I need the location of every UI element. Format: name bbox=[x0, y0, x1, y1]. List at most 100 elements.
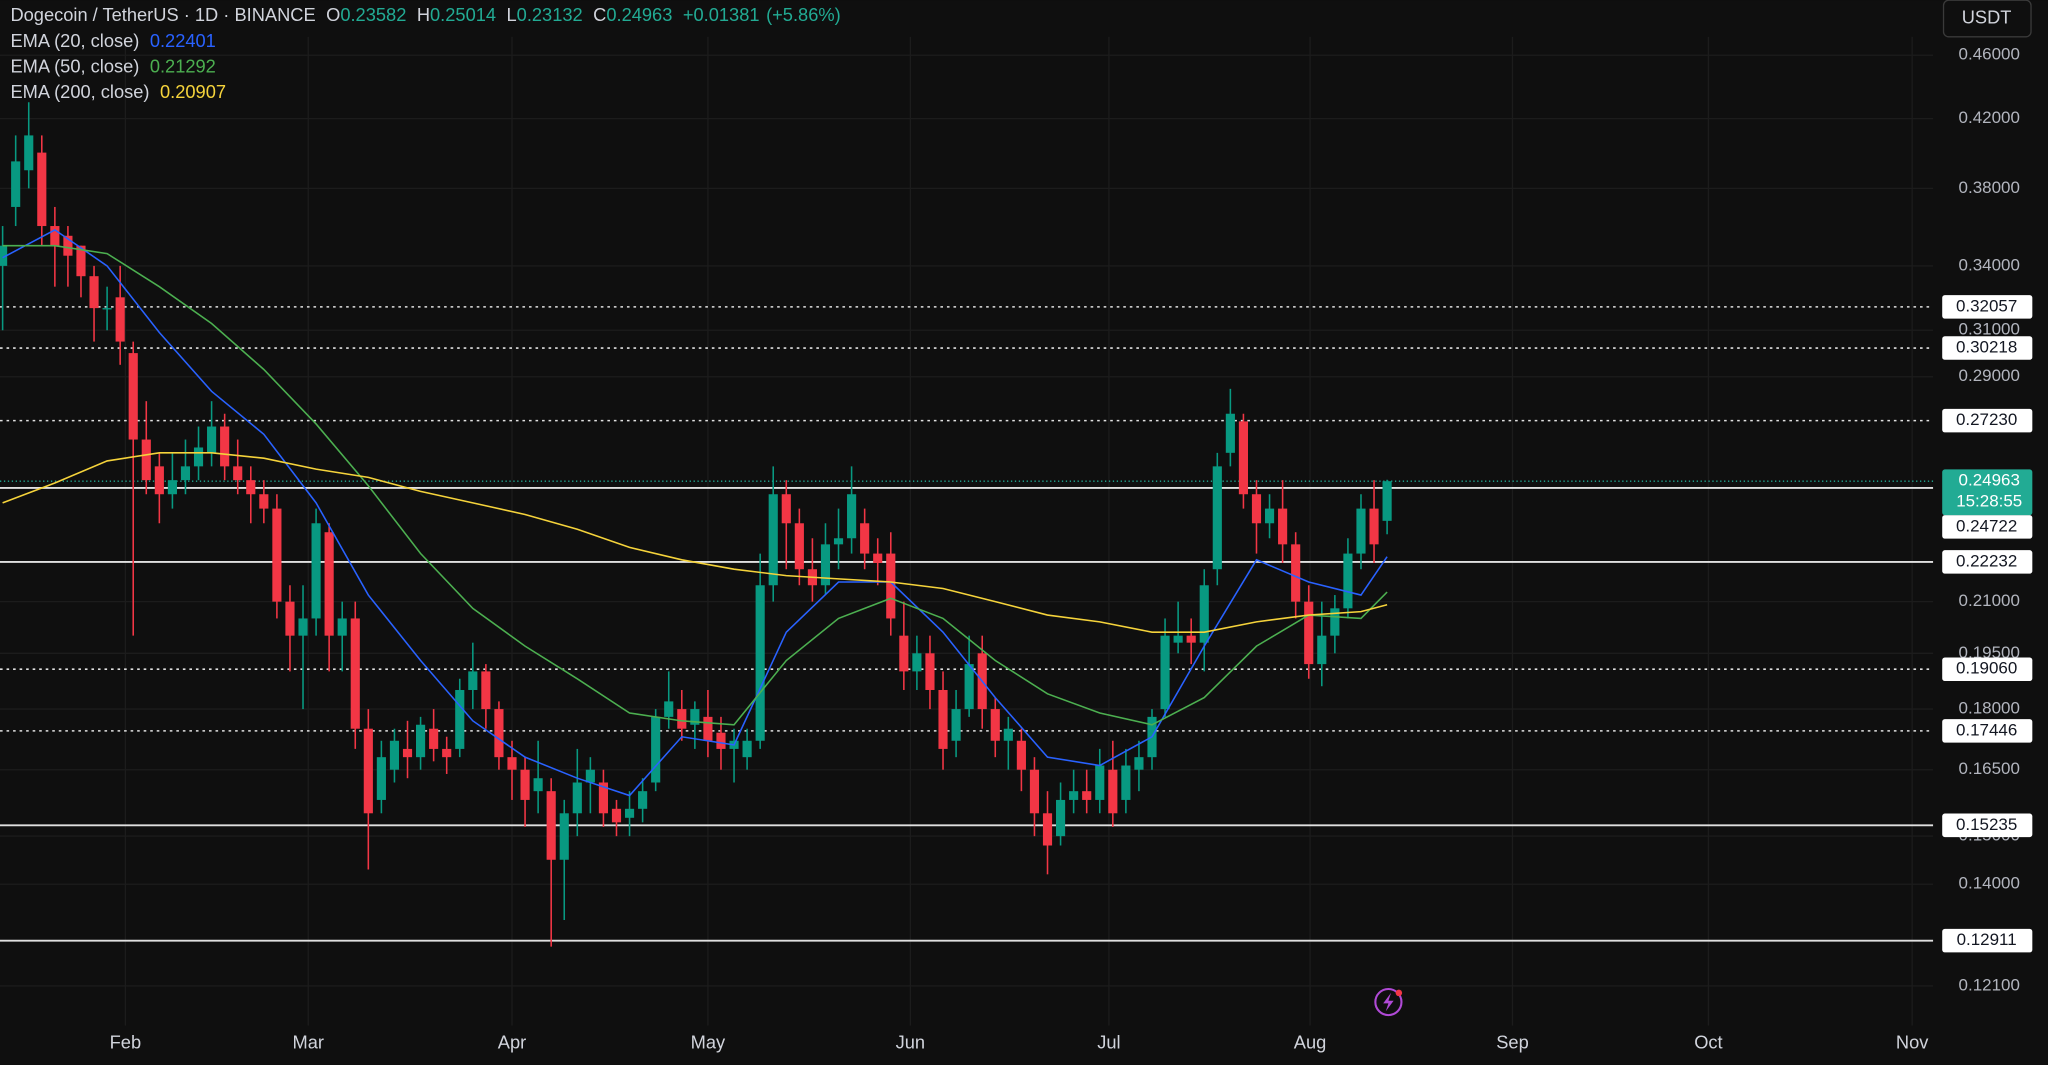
candle-body bbox=[886, 553, 896, 619]
candle-body bbox=[350, 618, 360, 729]
legend-value: 0.21292 bbox=[150, 55, 216, 76]
level-label-box bbox=[1942, 515, 2033, 539]
candle-body bbox=[847, 494, 857, 539]
candle-body bbox=[337, 618, 347, 636]
candle-body bbox=[24, 135, 34, 171]
level-label-box bbox=[1942, 813, 2033, 838]
candle-body bbox=[1186, 635, 1196, 643]
y-tick-label: 0.18000 bbox=[1959, 699, 2020, 718]
candle-body bbox=[1160, 635, 1170, 710]
x-tick-label: Apr bbox=[498, 1032, 526, 1053]
candle-body bbox=[141, 439, 151, 481]
alert-icon[interactable] bbox=[1374, 987, 1403, 1017]
y-tick-label: 0.31000 bbox=[1959, 320, 2020, 339]
candle-body bbox=[1251, 494, 1262, 524]
ohlc-value: 0.25014 bbox=[430, 4, 496, 25]
candle-body bbox=[638, 791, 648, 809]
currency-button[interactable]: USDT bbox=[1942, 0, 2032, 38]
alert-bolt[interactable] bbox=[1383, 992, 1394, 1012]
level-label: 0.17446 bbox=[1956, 720, 2017, 739]
ohlc-letter: L bbox=[506, 4, 516, 25]
ohlc-letter: H bbox=[417, 4, 430, 25]
legend-name: EMA (20, close) bbox=[10, 30, 139, 51]
candle-body bbox=[912, 653, 922, 672]
candle-body bbox=[429, 728, 439, 749]
y-tick-label: 0.16500 bbox=[1959, 759, 2020, 778]
x-tick-label: Aug bbox=[1294, 1032, 1327, 1053]
ema-line bbox=[2, 452, 1388, 633]
x-tick-label: Jun bbox=[896, 1032, 925, 1053]
candle-body bbox=[298, 618, 308, 636]
candle-body bbox=[1304, 601, 1314, 665]
candle-body bbox=[1082, 791, 1092, 800]
candle-body bbox=[37, 152, 47, 227]
candle-body bbox=[1356, 508, 1366, 554]
candle-body bbox=[1016, 740, 1026, 770]
y-tick-label: 0.14000 bbox=[1959, 874, 2020, 893]
level-label-box bbox=[1942, 408, 2033, 433]
currency-label[interactable]: USDT bbox=[1962, 6, 2012, 27]
candle-body bbox=[442, 748, 452, 758]
candle-body bbox=[873, 553, 883, 563]
candle-body bbox=[468, 671, 478, 690]
candle-body bbox=[677, 709, 687, 729]
ohlc-letter: O bbox=[326, 4, 340, 25]
legend-entry: EMA (20, close) 0.22401 bbox=[10, 30, 215, 51]
candle-body bbox=[559, 813, 569, 860]
candle-body bbox=[494, 709, 504, 758]
candle-body bbox=[1029, 769, 1040, 814]
candle-body bbox=[1238, 421, 1248, 495]
candle-body bbox=[376, 757, 386, 800]
legend-value: 0.20907 bbox=[160, 81, 226, 102]
candle-body bbox=[951, 709, 961, 741]
candle-body bbox=[860, 523, 870, 554]
candle-body bbox=[546, 791, 556, 860]
candle-body bbox=[1095, 765, 1105, 800]
candle-body bbox=[389, 740, 400, 770]
candle-body bbox=[233, 466, 243, 481]
x-tick-label: May bbox=[691, 1032, 726, 1053]
alert-circle[interactable] bbox=[1374, 987, 1403, 1017]
candle-body bbox=[1003, 728, 1013, 741]
candle-body bbox=[246, 480, 256, 495]
candle-body bbox=[363, 728, 373, 814]
candle-body bbox=[794, 523, 804, 570]
level-label: 0.24722 bbox=[1956, 516, 2017, 535]
x-tick-label: Nov bbox=[1896, 1032, 1929, 1053]
candle-body bbox=[481, 671, 491, 710]
candle-body bbox=[624, 808, 635, 818]
axis: 0.46000 0.42000 0.38000 0.34000 0.31000 0.290… bbox=[110, 45, 2033, 1053]
candle-body bbox=[1042, 813, 1053, 846]
candle-body bbox=[154, 466, 164, 495]
y-tick-label: 0.46000 bbox=[1959, 45, 2020, 64]
change-percent: (+5.86%) bbox=[766, 4, 841, 25]
candle-body bbox=[507, 757, 517, 770]
symbol-title: Dogecoin / TetherUS · 1D · BINANCE bbox=[10, 4, 315, 25]
candle-body bbox=[1225, 413, 1235, 453]
candle-body bbox=[193, 447, 204, 467]
level-label: 0.15235 bbox=[1956, 815, 2017, 834]
ema-line bbox=[2, 228, 1388, 797]
alert-dot[interactable] bbox=[1395, 989, 1403, 997]
candle-body bbox=[1278, 508, 1288, 545]
candle-body bbox=[716, 732, 726, 749]
candle-body bbox=[572, 782, 582, 814]
legend-name: EMA (50, close) bbox=[10, 55, 139, 76]
candle-body bbox=[899, 635, 909, 672]
candle-body bbox=[1069, 791, 1079, 800]
level-label-box bbox=[1942, 550, 2033, 574]
ema-line bbox=[2, 244, 1388, 726]
candle-body bbox=[703, 716, 713, 741]
currency-button-box[interactable] bbox=[1942, 0, 2032, 38]
y-tick-label: 0.19500 bbox=[1959, 643, 2020, 662]
candle-body bbox=[925, 653, 935, 690]
level-label: 0.30218 bbox=[1956, 338, 2017, 357]
level-label: 0.32057 bbox=[1956, 296, 2017, 315]
x-tick-label: Mar bbox=[293, 1032, 324, 1053]
candle-body bbox=[1369, 508, 1379, 545]
countdown-label: 15:28:55 bbox=[1956, 492, 2022, 511]
candle-body bbox=[820, 544, 831, 586]
ohlc-value: 0.24963 bbox=[606, 4, 672, 25]
x-tick-label: Jul bbox=[1097, 1032, 1120, 1053]
candle-body bbox=[611, 808, 622, 823]
